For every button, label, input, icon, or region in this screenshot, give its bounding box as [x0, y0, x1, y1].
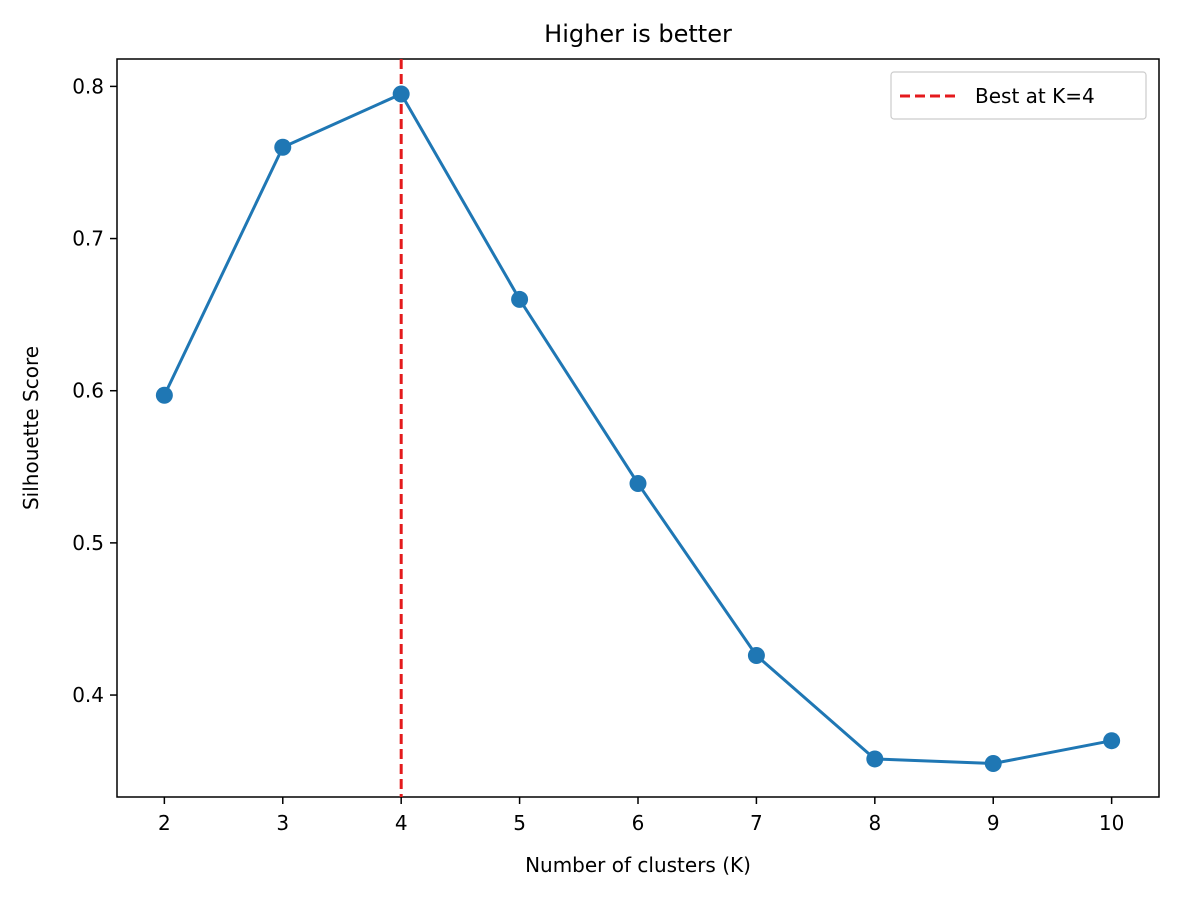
x-tick-label: 6 — [632, 811, 645, 835]
y-tick-label: 0.6 — [72, 379, 104, 403]
x-tick-label: 4 — [395, 811, 408, 835]
x-tick-label: 3 — [276, 811, 289, 835]
x-axis-label: Number of clusters (K) — [525, 853, 751, 877]
y-tick-label: 0.7 — [72, 227, 104, 251]
data-point — [866, 750, 884, 768]
data-point — [1103, 732, 1121, 750]
legend: Best at K=4 — [890, 71, 1147, 120]
data-point — [155, 386, 173, 404]
data-point — [274, 138, 292, 156]
y-tick-label: 0.8 — [72, 74, 104, 98]
x-tick-label: 7 — [750, 811, 763, 835]
legend-box — [890, 71, 1147, 120]
x-axis: 2 3 4 5 6 7 8 9 10 — [158, 797, 1124, 835]
x-tick-label: 8 — [868, 811, 881, 835]
y-axis-label: Silhouette Score — [19, 346, 43, 510]
data-point — [629, 475, 647, 493]
data-point — [747, 646, 765, 664]
x-tick-label: 5 — [513, 811, 526, 835]
y-tick-label: 0.4 — [72, 683, 104, 707]
data-point — [392, 85, 410, 103]
plot-area: 2 3 4 5 6 7 8 9 10 0.4 0.5 0.6 0.7 0.8 — [72, 58, 1160, 835]
y-axis: 0.4 0.5 0.6 0.7 0.8 — [72, 74, 117, 707]
y-tick-label: 0.5 — [72, 531, 104, 555]
x-tick-label: 2 — [158, 811, 171, 835]
x-tick-label: 10 — [1099, 811, 1124, 835]
chart-title: Higher is better — [544, 20, 732, 48]
x-tick-label: 9 — [987, 811, 1000, 835]
legend-entry-label: Best at K=4 — [975, 84, 1095, 108]
data-point — [511, 290, 529, 308]
series-group — [155, 85, 1121, 773]
data-point — [984, 755, 1002, 773]
